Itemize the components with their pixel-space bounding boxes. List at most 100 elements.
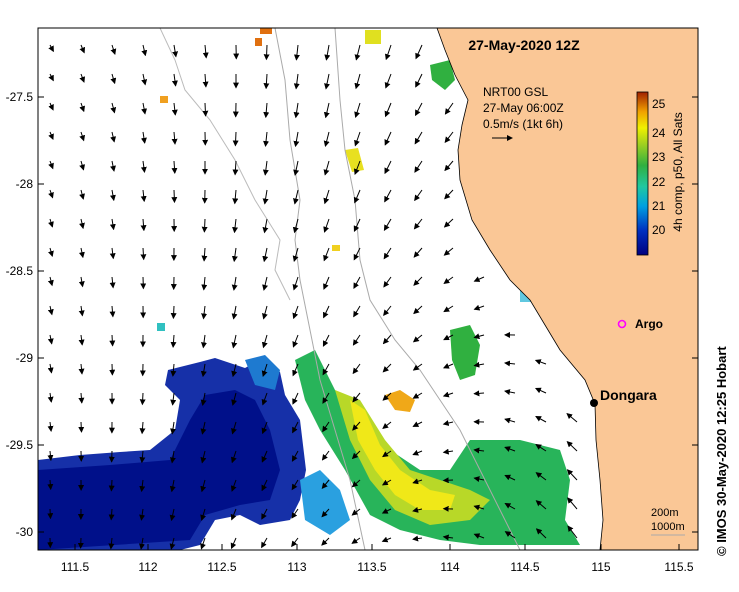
current-vector-arrow (353, 160, 361, 176)
current-vector-arrow (200, 392, 207, 406)
product-line-1: NRT00 GSL (483, 85, 548, 99)
current-vector-arrow (292, 392, 299, 405)
current-vector-arrow (473, 361, 485, 368)
current-vector-arrow (442, 448, 454, 455)
current-vector-arrow (322, 363, 330, 376)
current-vector-arrow (232, 160, 239, 176)
current-vector-arrow (293, 131, 300, 148)
current-vector-arrow (322, 334, 330, 347)
current-vector-arrow (139, 392, 146, 406)
sst-pixel-teal (157, 323, 165, 331)
y-tick-label: -27.5 (6, 90, 34, 104)
current-vector-arrow (473, 304, 485, 311)
current-vector-arrow (384, 73, 392, 89)
current-vector-arrow (322, 421, 330, 433)
current-vector-arrow (79, 131, 86, 142)
current-vector-arrow (200, 537, 206, 550)
current-vector-arrow (567, 525, 578, 539)
current-vector-arrow (48, 189, 54, 199)
sst-yellow-patch-north (345, 148, 364, 172)
current-vector-arrow (261, 508, 268, 520)
current-vector-arrow (201, 218, 208, 233)
current-vector-arrow (293, 160, 300, 176)
argo-icon (617, 319, 627, 329)
current-vector-arrow (444, 160, 454, 172)
current-vector-arrow (47, 392, 54, 403)
current-vector-arrow (444, 189, 454, 200)
current-vector-field (47, 44, 578, 550)
sst-pixel-orange-2 (160, 96, 168, 103)
current-vector-arrow (109, 276, 116, 289)
argo-float-marker[interactable]: Argo (617, 317, 664, 331)
current-vector-arrow (291, 537, 299, 548)
credit-label: © IMOS 30-May-2020 12:25 Hobart (714, 346, 729, 556)
current-vector-arrow (473, 333, 485, 340)
current-vector-arrow (139, 450, 146, 464)
current-vector-arrow (535, 528, 547, 539)
current-vector-arrow (504, 417, 516, 424)
current-vector-arrow (504, 446, 516, 452)
current-vector-arrow (231, 334, 238, 349)
current-vector-arrow (383, 247, 392, 260)
current-vector-arrow (79, 102, 86, 113)
current-vector-arrow (382, 392, 392, 401)
current-vector-arrow (110, 160, 116, 172)
current-vector-arrow (140, 247, 147, 261)
sst-warm-band (335, 390, 490, 525)
current-vector-arrow (230, 508, 237, 521)
current-vector-arrow (566, 412, 578, 423)
current-vector-arrow (323, 276, 330, 290)
current-vector-arrow (47, 450, 54, 462)
current-vector-arrow (141, 44, 148, 57)
current-vector-arrow (261, 334, 268, 349)
station-dongara[interactable]: Dongara (590, 387, 657, 407)
current-vector-arrow (414, 189, 423, 202)
current-vector-arrow (322, 392, 330, 404)
y-tick-label: -28.5 (6, 264, 34, 278)
current-vector-arrow (473, 476, 485, 483)
station-label: Dongara (600, 387, 657, 403)
current-vector-arrow (48, 44, 54, 53)
y-tick-label: -30 (16, 525, 34, 539)
current-vector-arrow (384, 131, 392, 146)
current-vector-arrow (47, 421, 54, 432)
current-vector-arrow (323, 131, 330, 147)
current-vector-arrow (79, 73, 86, 83)
current-vector-arrow (169, 479, 176, 493)
current-vector-arrow (169, 537, 176, 550)
current-vector-arrow (262, 189, 269, 205)
argo-label: Argo (635, 317, 663, 331)
scale-arrow-label: 0.5m/s (1kt 6h) (483, 117, 563, 131)
current-vector-arrow (47, 305, 54, 316)
current-vector-arrow (109, 305, 116, 318)
current-vector-arrow (324, 44, 331, 61)
current-vector-arrow (323, 247, 330, 262)
current-vector-arrow (78, 421, 85, 433)
current-vector-arrow (262, 276, 268, 291)
current-vector-arrow (78, 247, 85, 259)
current-vector-arrow (504, 360, 516, 367)
current-vector-arrow (415, 102, 423, 117)
current-vector-arrow (351, 508, 361, 516)
current-vector-arrow (381, 536, 392, 543)
current-vector-arrow (139, 537, 145, 550)
current-vector-arrow (412, 334, 423, 343)
current-vector-arrow (292, 218, 299, 234)
current-vector-arrow (352, 421, 361, 431)
current-vector-arrow (48, 131, 54, 141)
current-vector-arrow (415, 44, 423, 60)
current-vector-arrow (48, 73, 54, 82)
current-vector-arrow (231, 363, 238, 378)
current-vector-arrow (382, 450, 392, 458)
current-vector-arrow (202, 44, 209, 59)
current-vector-arrow (354, 73, 361, 90)
current-vector-arrow (263, 102, 270, 119)
x-axis: 111.5 112 112.5 113 113.5 114 114.5 115 … (61, 544, 694, 574)
current-vector-arrow (109, 247, 116, 260)
current-vector-arrow (444, 102, 454, 115)
current-vector-arrow (293, 102, 300, 119)
current-vector-arrow (261, 421, 268, 435)
y-tick-label: -28 (16, 177, 34, 191)
current-vector-arrow (201, 247, 208, 262)
current-vector-arrow (443, 247, 454, 256)
